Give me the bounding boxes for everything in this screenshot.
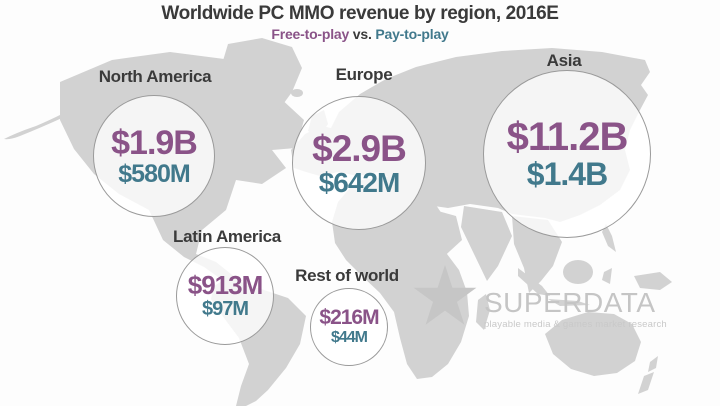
page-title: Worldwide PC MMO revenue by region, 2016…: [161, 3, 559, 24]
superdata-star-icon: [413, 265, 477, 325]
region-label-rest-of-world: Rest of world: [295, 266, 399, 285]
rest-of-world-pay-to-play-value: $44M: [330, 328, 368, 346]
asia-pay-to-play-value: $1.4B: [526, 156, 608, 193]
bubble-europe: $2.9B $642M: [292, 96, 426, 230]
latin-america-free-to-play-value: $913M: [187, 269, 263, 300]
region-label-europe: Europe: [335, 65, 393, 84]
bubble-north-america: $1.9B $580M: [93, 95, 215, 217]
region-label-latin-america: Latin America: [173, 227, 281, 246]
map-sumatra: [518, 268, 550, 296]
bubble-asia: $11.2B $1.4B: [483, 70, 651, 238]
map-sulawesi: [602, 268, 612, 284]
bubble-latin-america: $913M $97M: [176, 247, 274, 345]
legend-subtitle: Free-to-play vs. Pay-to-play: [0, 26, 720, 42]
asia-free-to-play-value: $11.2B: [506, 114, 629, 159]
map-java: [548, 299, 590, 306]
legend-pay-to-play: Pay-to-play: [375, 26, 449, 42]
map-new-zealand-south: [638, 372, 654, 394]
map-india: [461, 206, 512, 281]
map-australia: [545, 312, 641, 376]
map-new-zealand-north: [648, 356, 658, 372]
map-aleutians: [4, 114, 62, 140]
region-label-north-america: North America: [98, 67, 212, 86]
north-america-pay-to-play-value: $580M: [118, 159, 190, 188]
europe-pay-to-play-value: $642M: [318, 166, 401, 198]
europe-free-to-play-value: $2.9B: [312, 127, 407, 169]
region-label-asia: Asia: [546, 51, 582, 70]
map-philippines: [602, 224, 616, 252]
map-iceland: [291, 89, 303, 97]
map-madagascar: [476, 294, 490, 330]
superdata-brand: SUPERDATA: [484, 287, 656, 318]
map-new-guinea: [634, 272, 672, 290]
map-borneo: [563, 260, 593, 284]
north-america-free-to-play-value: $1.9B: [111, 123, 198, 162]
superdata-text-block: SUPERDATA playable media & games market …: [484, 287, 667, 331]
legend-vs: vs.: [349, 26, 376, 42]
superdata-tagline: playable media & games market research: [484, 319, 667, 330]
latin-america-pay-to-play-value: $97M: [201, 298, 249, 321]
bubble-rest-of-world: $216M $44M: [310, 288, 388, 366]
map-greenland: [222, 38, 302, 130]
legend-free-to-play: Free-to-play: [271, 26, 350, 42]
rest-of-world-free-to-play-value: $216M: [319, 306, 379, 330]
